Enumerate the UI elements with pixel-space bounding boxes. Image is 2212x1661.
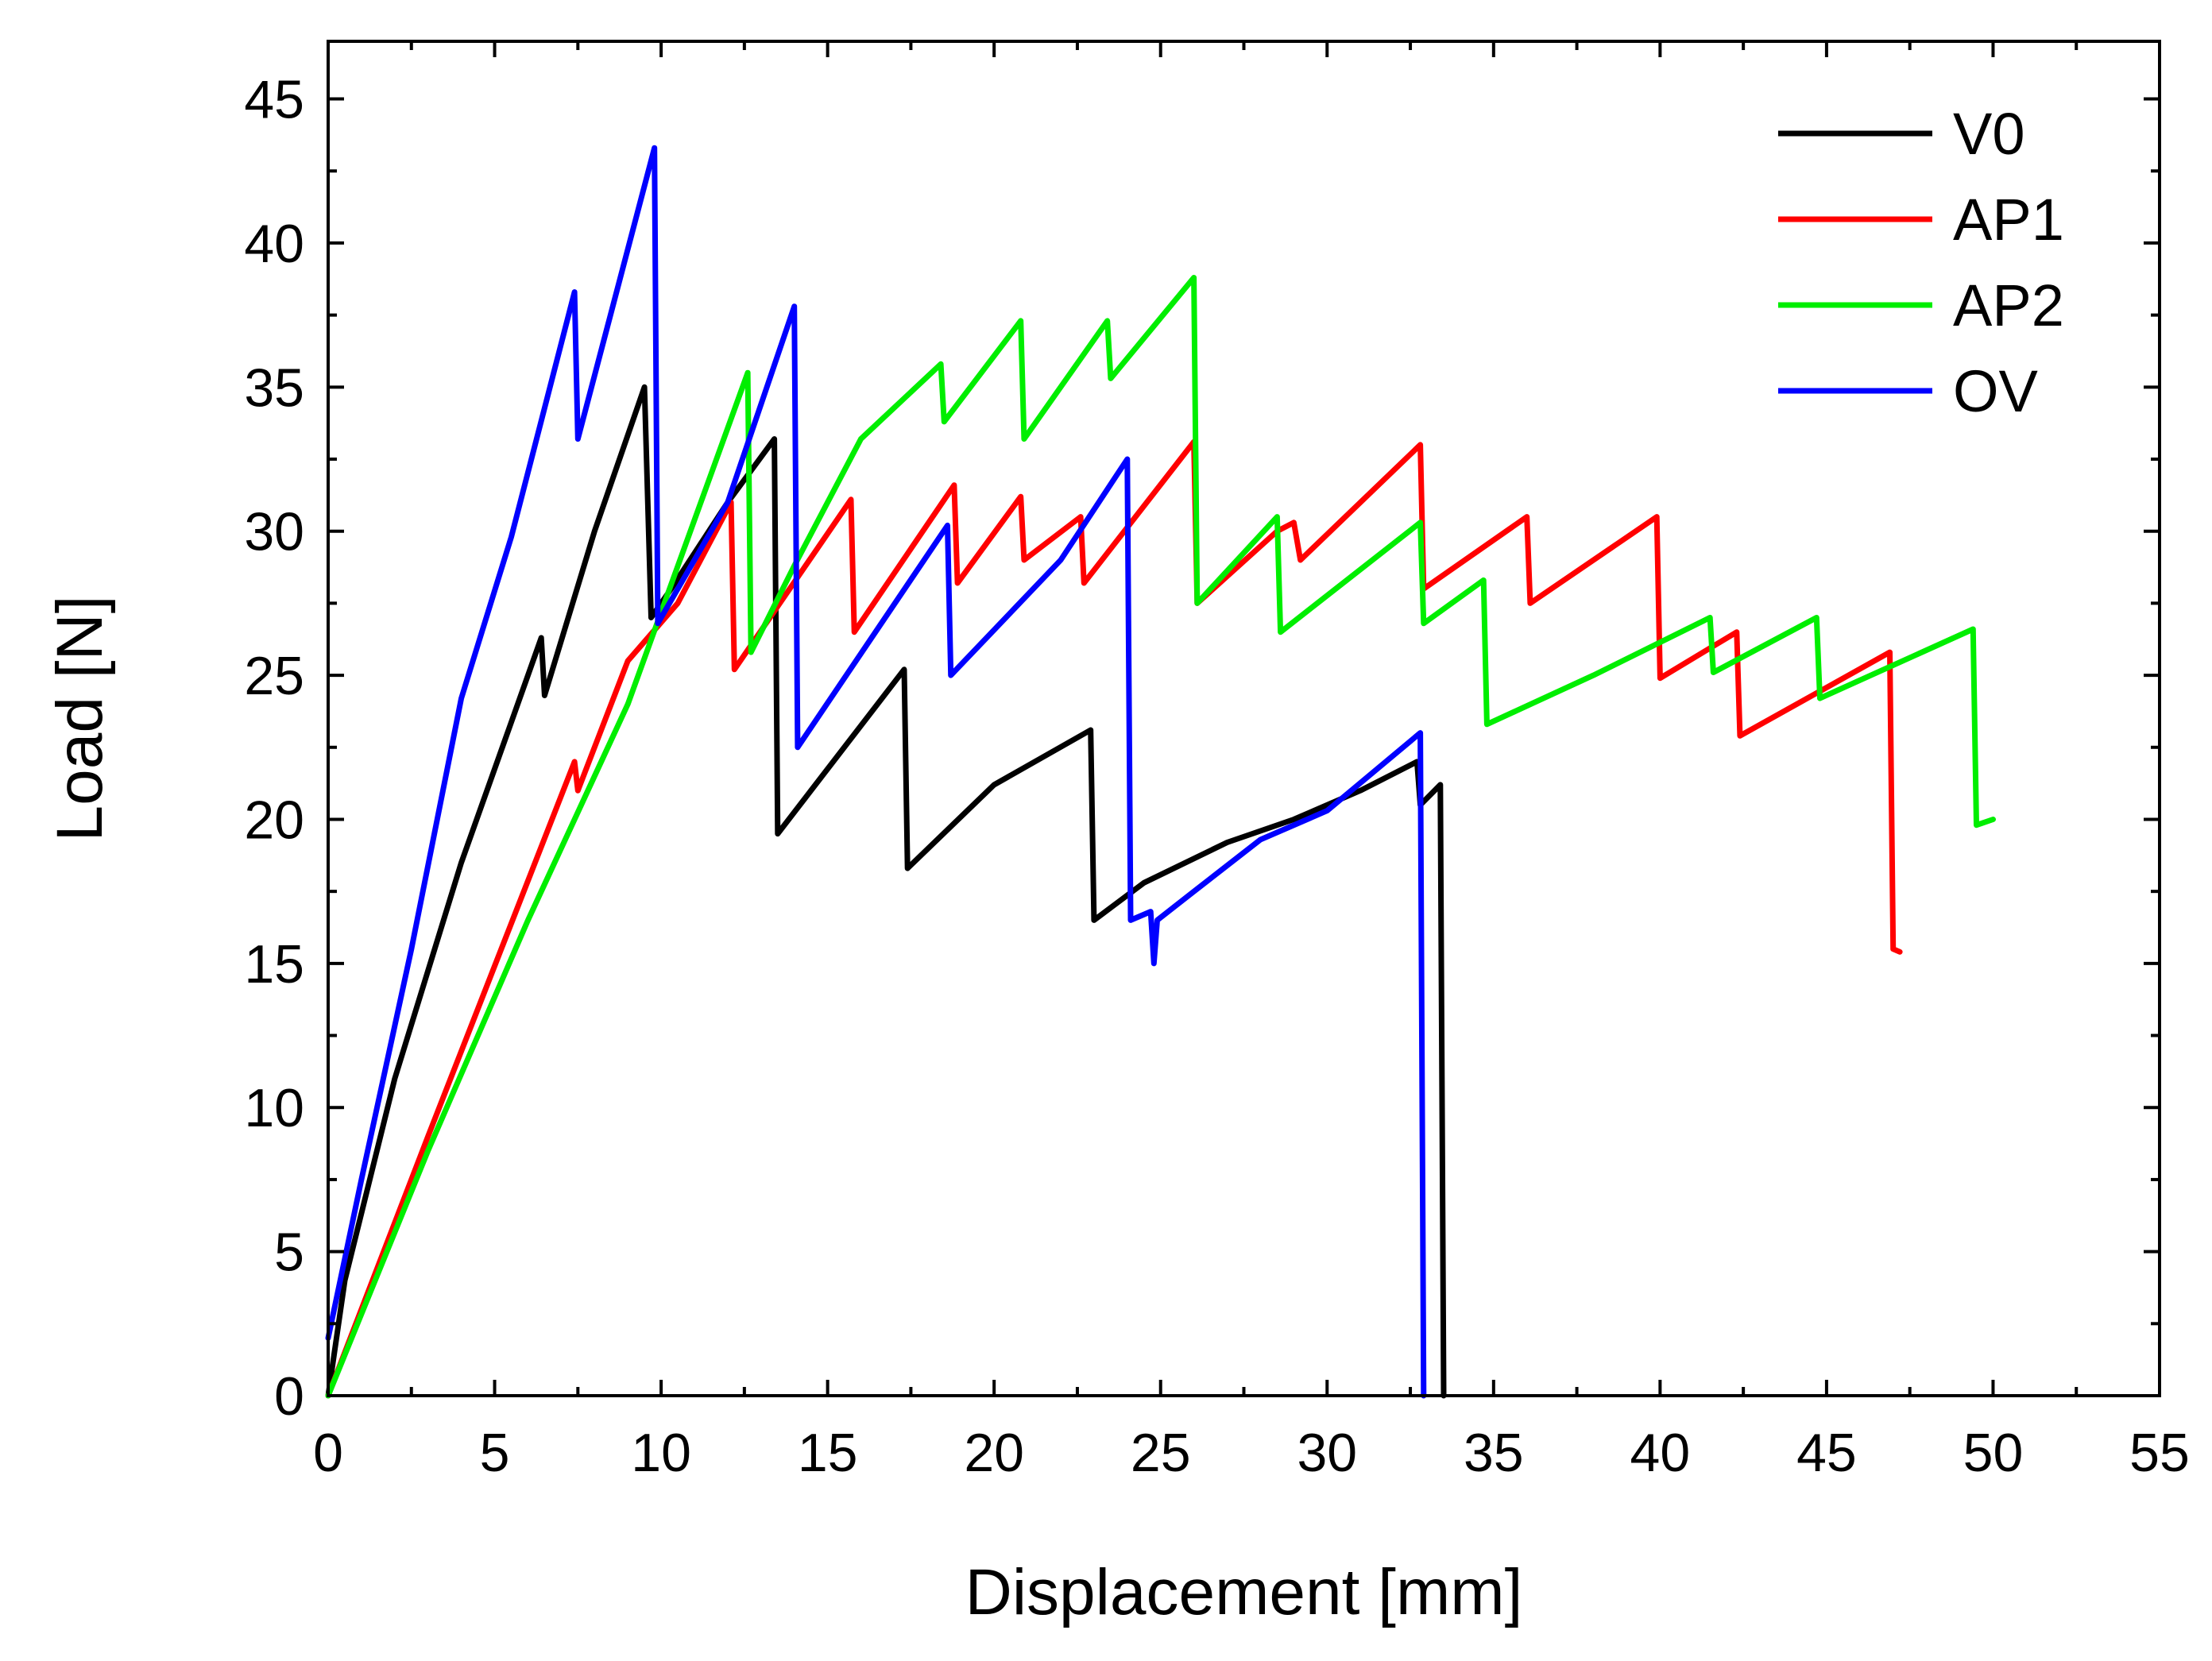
y-tick-label: 15 [244, 934, 304, 995]
legend-label-ov: OV [1953, 358, 2039, 424]
y-tick-label: 25 [244, 646, 304, 706]
legend-label-ap1: AP1 [1953, 187, 2064, 253]
x-tick-label: 40 [1630, 1423, 1691, 1483]
x-tick-label: 50 [1963, 1423, 2024, 1483]
x-tick-label: 35 [1464, 1423, 1524, 1483]
y-tick-label: 20 [244, 790, 304, 850]
y-tick-label: 10 [244, 1078, 304, 1138]
series-line-ap1 [325, 438, 1903, 1399]
x-tick-label: 0 [313, 1423, 343, 1483]
x-tick-label: 45 [1796, 1423, 1857, 1483]
series-layer [325, 145, 1996, 1399]
x-tick-label: 25 [1131, 1423, 1191, 1483]
y-tick-label: 0 [274, 1366, 304, 1427]
legend-label-ap2: AP2 [1953, 272, 2064, 338]
ticks-layer: 0 5 10 15 20 25 30 35 40 45 50 55 0 5 10 15 20 25 30 35 40 45 [244, 41, 2190, 1483]
x-tick-label: 20 [964, 1423, 1024, 1483]
x-tick-label: 30 [1297, 1423, 1357, 1483]
y-tick-label: 5 [274, 1223, 304, 1283]
y-tick-label: 30 [244, 502, 304, 562]
x-tick-label: 15 [798, 1423, 858, 1483]
x-tick-label: 10 [631, 1423, 691, 1483]
x-tick-label: 55 [2129, 1423, 2190, 1483]
y-tick-label: 35 [244, 357, 304, 418]
legend: V0 AP1 AP2 OV [1778, 101, 2064, 424]
series-line-ov [325, 145, 1427, 1399]
x-tick-label: 5 [480, 1423, 510, 1483]
y-axis-title: Load [N] [44, 596, 116, 842]
legend-label-v0: V0 [1953, 101, 2025, 167]
y-tick-label: 40 [244, 214, 304, 274]
series-line-ap2 [325, 275, 1996, 1399]
x-axis-title: Displacement [mm] [965, 1556, 1523, 1628]
y-tick-label: 45 [244, 70, 304, 130]
